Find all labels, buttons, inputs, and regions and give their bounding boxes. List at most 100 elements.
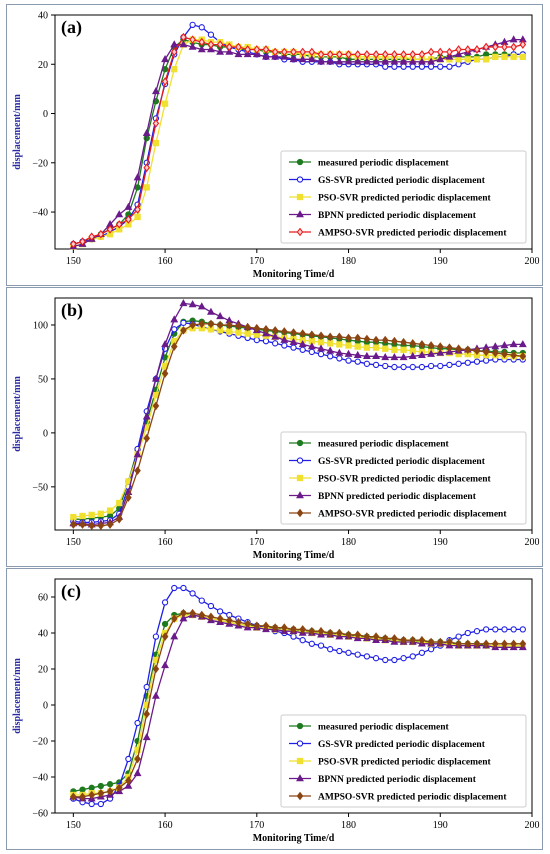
series-point [216, 614, 224, 623]
series-point [134, 466, 141, 475]
series-point [106, 787, 114, 796]
x-tick-label: 170 [249, 537, 264, 548]
series-point [271, 52, 280, 60]
series-point [161, 620, 169, 628]
series-point [409, 63, 416, 70]
series-point [79, 512, 86, 520]
series-point [97, 782, 105, 790]
series-point [482, 626, 490, 633]
series-point [464, 45, 472, 54]
series-point [326, 50, 334, 59]
series-point [115, 783, 123, 793]
series-point [519, 626, 526, 633]
series-point [509, 340, 518, 348]
series-point [198, 610, 206, 620]
legend-entry: AMPSO-SVR predicted periodic displacemen… [318, 510, 507, 520]
series-point [400, 50, 407, 59]
x-tick-label: 200 [525, 820, 540, 831]
series-point [161, 632, 169, 641]
series-point [336, 355, 343, 362]
series-point [281, 623, 288, 632]
series-point [418, 50, 426, 59]
series-point [510, 639, 517, 649]
series-point [125, 493, 132, 502]
series-point [317, 339, 325, 346]
series-point [455, 360, 462, 367]
legend-swatch-marker [296, 722, 304, 730]
series-point [134, 205, 141, 214]
series-point [152, 401, 160, 411]
series-point [88, 521, 95, 530]
series-point [161, 661, 170, 669]
x-tick-label: 160 [158, 820, 173, 831]
plot-area-frame [54, 578, 533, 814]
series-point [207, 612, 215, 622]
series-point [124, 781, 133, 789]
series-point [445, 52, 454, 60]
legend-swatch-marker [296, 474, 304, 482]
series-point [381, 335, 389, 345]
series-point [418, 340, 426, 349]
series-point [142, 733, 151, 741]
series-point [198, 597, 205, 604]
series-point [427, 646, 435, 653]
series-point [179, 299, 188, 307]
series-point [106, 507, 114, 514]
series-point [391, 63, 398, 70]
series-point [125, 215, 132, 224]
series-point [326, 57, 335, 65]
series-point [207, 40, 215, 49]
series-point [408, 57, 417, 65]
legend-swatch-marker [296, 791, 304, 801]
series-point [492, 53, 499, 61]
series-ampso [70, 32, 527, 249]
series-point [446, 63, 453, 70]
x-tick-label: 180 [341, 537, 356, 548]
series-point [253, 45, 261, 54]
y-tick-label: 0 [43, 701, 48, 712]
legend-box [280, 431, 527, 525]
series-point [400, 346, 407, 353]
series-point [427, 637, 435, 647]
series-point [171, 584, 178, 592]
x-axis-label: Monitoring Time/d [253, 833, 335, 844]
series-point [482, 42, 490, 52]
series-point [455, 633, 462, 640]
series-point [171, 326, 178, 333]
series-point [179, 614, 188, 622]
series-point [390, 353, 399, 361]
panel-frame-c: 150 160 170 180 190 200 −60 −40 −20 0 20 40 60 Monito… [6, 568, 543, 850]
series-point [70, 792, 77, 802]
series-point [345, 50, 352, 59]
panel-frame-b: 150 160 170 180 190 200 −50 0 50 100 Monitoring Ti… [6, 287, 543, 567]
series-point [207, 307, 215, 315]
y-tick-label: −60 [32, 809, 48, 820]
series-point [79, 520, 86, 529]
series-point [409, 363, 416, 371]
series-point [124, 202, 133, 210]
series-point [271, 326, 279, 335]
series-point [125, 776, 132, 785]
series-point [336, 628, 343, 638]
series-point [280, 52, 289, 60]
series-point [436, 47, 444, 57]
series-bpnn [69, 35, 527, 250]
series-point [161, 369, 169, 378]
series-point [427, 341, 435, 350]
series-point [518, 340, 527, 348]
series-point [281, 342, 288, 349]
series-point [262, 52, 270, 60]
series-point [180, 584, 187, 592]
y-axis-label: displacement/mm [12, 94, 23, 170]
legend-entry: BPNN predicted periodic displacement [318, 775, 477, 785]
series-point [198, 319, 206, 329]
series-point [151, 374, 160, 382]
series-point [88, 784, 95, 791]
series-point [161, 100, 169, 107]
series-point [289, 55, 298, 63]
series-point [115, 210, 124, 218]
series-point [335, 57, 344, 65]
series-point [382, 63, 389, 70]
panel-label: (c) [61, 581, 81, 602]
